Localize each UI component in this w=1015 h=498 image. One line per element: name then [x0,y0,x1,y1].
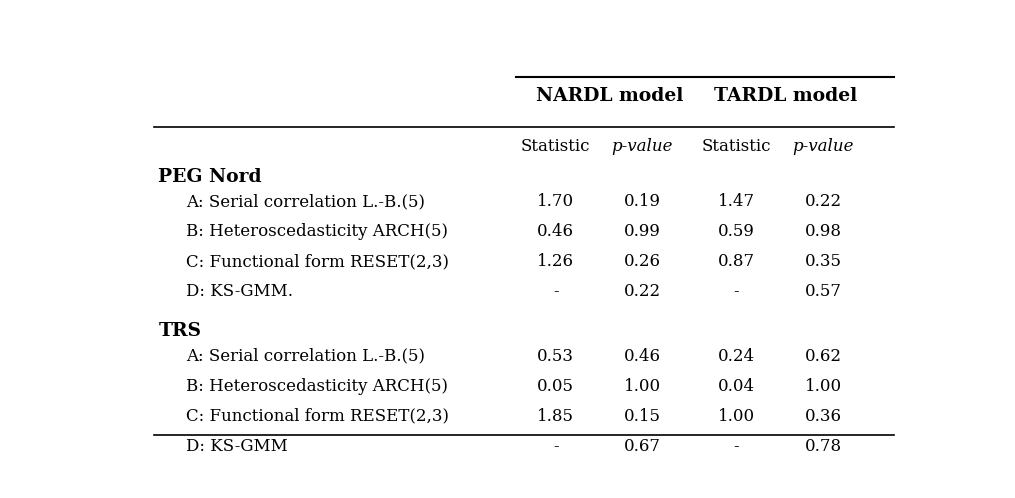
Text: p-value: p-value [793,137,854,154]
Text: 0.99: 0.99 [623,223,661,240]
Text: 0.24: 0.24 [718,348,755,365]
Text: 0.62: 0.62 [805,348,841,365]
Text: 1.70: 1.70 [537,193,574,210]
Text: -: - [553,438,558,455]
Text: 0.22: 0.22 [805,193,841,210]
Text: 1.26: 1.26 [537,253,574,270]
Text: -: - [553,283,558,300]
Text: PEG Nord: PEG Nord [158,168,262,186]
Text: 1.00: 1.00 [805,377,841,395]
Text: -: - [734,283,739,300]
Text: 0.78: 0.78 [805,438,841,455]
Text: 0.46: 0.46 [537,223,574,240]
Text: 0.19: 0.19 [623,193,661,210]
Text: A: Serial correlation L.-B.(5): A: Serial correlation L.-B.(5) [186,348,425,365]
Text: TARDL model: TARDL model [715,87,858,105]
Text: 1.00: 1.00 [718,408,755,425]
Text: 1.47: 1.47 [718,193,755,210]
Text: 0.15: 0.15 [623,408,661,425]
Text: C: Functional form RESET(2,3): C: Functional form RESET(2,3) [186,408,449,425]
Text: 0.36: 0.36 [805,408,841,425]
Text: D: KS-GMM.: D: KS-GMM. [186,283,293,300]
Text: Statistic: Statistic [701,137,771,154]
Text: 0.05: 0.05 [537,377,574,395]
Text: B: Heteroscedasticity ARCH(5): B: Heteroscedasticity ARCH(5) [186,377,448,395]
Text: C: Functional form RESET(2,3): C: Functional form RESET(2,3) [186,253,449,270]
Text: TRS: TRS [158,322,201,341]
Text: 0.59: 0.59 [718,223,755,240]
Text: 0.87: 0.87 [718,253,755,270]
Text: 0.53: 0.53 [537,348,574,365]
Text: p-value: p-value [611,137,673,154]
Text: A: Serial correlation L.-B.(5): A: Serial correlation L.-B.(5) [186,193,425,210]
Text: Statistic: Statistic [521,137,591,154]
Text: 0.46: 0.46 [623,348,661,365]
Text: 0.26: 0.26 [623,253,661,270]
Text: NARDL model: NARDL model [536,87,683,105]
Text: 0.35: 0.35 [805,253,841,270]
Text: 1.85: 1.85 [537,408,574,425]
Text: 1.00: 1.00 [623,377,661,395]
Text: D: KS-GMM: D: KS-GMM [186,438,287,455]
Text: 0.67: 0.67 [623,438,661,455]
Text: B: Heteroscedasticity ARCH(5): B: Heteroscedasticity ARCH(5) [186,223,448,240]
Text: 0.04: 0.04 [718,377,755,395]
Text: 0.98: 0.98 [805,223,841,240]
Text: -: - [734,438,739,455]
Text: 0.57: 0.57 [805,283,841,300]
Text: 0.22: 0.22 [623,283,661,300]
